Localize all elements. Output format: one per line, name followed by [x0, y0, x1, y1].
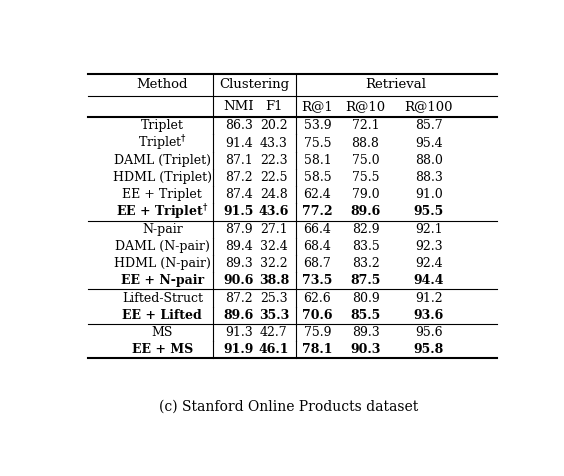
- Text: 87.4: 87.4: [225, 188, 253, 201]
- Text: 85.5: 85.5: [350, 309, 381, 322]
- Text: 89.3: 89.3: [352, 326, 380, 339]
- Text: 75.9: 75.9: [303, 326, 331, 339]
- Text: 42.7: 42.7: [260, 326, 288, 339]
- Text: 38.8: 38.8: [259, 274, 289, 288]
- Text: 43.6: 43.6: [258, 206, 289, 218]
- Text: 77.2: 77.2: [302, 206, 333, 218]
- Text: 91.9: 91.9: [223, 343, 254, 357]
- Text: 88.0: 88.0: [415, 154, 443, 167]
- Text: 88.3: 88.3: [415, 171, 443, 184]
- Text: 89.3: 89.3: [225, 257, 253, 270]
- Text: 62.6: 62.6: [303, 292, 331, 305]
- Text: 32.4: 32.4: [260, 240, 288, 253]
- Text: 27.1: 27.1: [260, 223, 288, 236]
- Text: 83.2: 83.2: [352, 257, 380, 270]
- Text: 92.3: 92.3: [415, 240, 443, 253]
- Text: 68.7: 68.7: [303, 257, 331, 270]
- Text: 91.5: 91.5: [223, 206, 254, 218]
- Text: EE + Lifted: EE + Lifted: [122, 309, 202, 322]
- Text: 95.6: 95.6: [415, 326, 443, 339]
- Text: 95.4: 95.4: [415, 137, 443, 149]
- Text: 83.5: 83.5: [352, 240, 380, 253]
- Text: Lifted-Struct: Lifted-Struct: [122, 292, 203, 305]
- Text: 22.5: 22.5: [260, 171, 288, 184]
- Text: 88.8: 88.8: [351, 137, 380, 149]
- Text: 53.9: 53.9: [303, 119, 331, 132]
- Text: 73.5: 73.5: [302, 274, 333, 288]
- Text: 66.4: 66.4: [303, 223, 332, 236]
- Text: 75.5: 75.5: [352, 171, 380, 184]
- Text: (c) Stanford Online Products dataset: (c) Stanford Online Products dataset: [160, 400, 418, 414]
- Text: Method: Method: [136, 79, 188, 91]
- Text: NMI: NMI: [223, 100, 254, 113]
- Text: HDML (N-pair): HDML (N-pair): [114, 257, 211, 270]
- Text: 92.4: 92.4: [415, 257, 443, 270]
- Text: 86.3: 86.3: [225, 119, 253, 132]
- Text: 58.1: 58.1: [303, 154, 331, 167]
- Text: 43.3: 43.3: [260, 137, 288, 149]
- Text: Triplet: Triplet: [141, 119, 184, 132]
- Text: 91.0: 91.0: [415, 188, 443, 201]
- Text: 89.6: 89.6: [350, 206, 381, 218]
- Text: EE + Triplet$^{\dagger}$: EE + Triplet$^{\dagger}$: [116, 202, 209, 222]
- Text: 91.2: 91.2: [415, 292, 443, 305]
- Text: 75.0: 75.0: [352, 154, 380, 167]
- Text: 80.9: 80.9: [352, 292, 380, 305]
- Text: 58.5: 58.5: [303, 171, 331, 184]
- Text: 93.6: 93.6: [414, 309, 444, 322]
- Text: 20.2: 20.2: [260, 119, 288, 132]
- Text: 91.3: 91.3: [225, 326, 253, 339]
- Text: 92.1: 92.1: [415, 223, 443, 236]
- Text: 87.2: 87.2: [225, 171, 253, 184]
- Text: 32.2: 32.2: [260, 257, 288, 270]
- Text: 79.0: 79.0: [352, 188, 380, 201]
- Text: 70.6: 70.6: [302, 309, 333, 322]
- Text: MS: MS: [152, 326, 173, 339]
- Text: 22.3: 22.3: [260, 154, 288, 167]
- Text: 25.3: 25.3: [260, 292, 288, 305]
- Text: 75.5: 75.5: [303, 137, 331, 149]
- Text: F1: F1: [265, 100, 283, 113]
- Text: 95.8: 95.8: [414, 343, 444, 357]
- Text: Triplet$^{\dagger}$: Triplet$^{\dagger}$: [138, 133, 187, 153]
- Text: 85.7: 85.7: [415, 119, 443, 132]
- Text: EE + Triplet: EE + Triplet: [122, 188, 202, 201]
- Text: DAML (Triplet): DAML (Triplet): [114, 154, 211, 167]
- Text: 87.1: 87.1: [225, 154, 253, 167]
- Text: N-pair: N-pair: [142, 223, 183, 236]
- Text: 82.9: 82.9: [352, 223, 380, 236]
- Text: 87.2: 87.2: [225, 292, 253, 305]
- Text: 90.3: 90.3: [350, 343, 381, 357]
- Text: 78.1: 78.1: [302, 343, 333, 357]
- Text: 24.8: 24.8: [260, 188, 288, 201]
- Text: HDML (Triplet): HDML (Triplet): [113, 171, 212, 184]
- Text: 62.4: 62.4: [303, 188, 331, 201]
- Text: 46.1: 46.1: [258, 343, 289, 357]
- Text: 90.6: 90.6: [223, 274, 254, 288]
- Text: EE + N-pair: EE + N-pair: [121, 274, 204, 288]
- Text: 35.3: 35.3: [259, 309, 289, 322]
- Text: 94.4: 94.4: [413, 274, 444, 288]
- Text: 95.5: 95.5: [414, 206, 444, 218]
- Text: 72.1: 72.1: [352, 119, 380, 132]
- Text: 68.4: 68.4: [303, 240, 332, 253]
- Text: 91.4: 91.4: [225, 137, 253, 149]
- Text: R@100: R@100: [405, 100, 453, 113]
- Text: 87.9: 87.9: [225, 223, 253, 236]
- Text: 89.4: 89.4: [225, 240, 253, 253]
- Text: Retrieval: Retrieval: [365, 79, 426, 91]
- Text: DAML (N-pair): DAML (N-pair): [115, 240, 210, 253]
- Text: EE + MS: EE + MS: [131, 343, 193, 357]
- Text: R@1: R@1: [302, 100, 333, 113]
- Text: Clustering: Clustering: [219, 79, 289, 91]
- Text: 87.5: 87.5: [350, 274, 381, 288]
- Text: 89.6: 89.6: [224, 309, 254, 322]
- Text: R@10: R@10: [346, 100, 386, 113]
